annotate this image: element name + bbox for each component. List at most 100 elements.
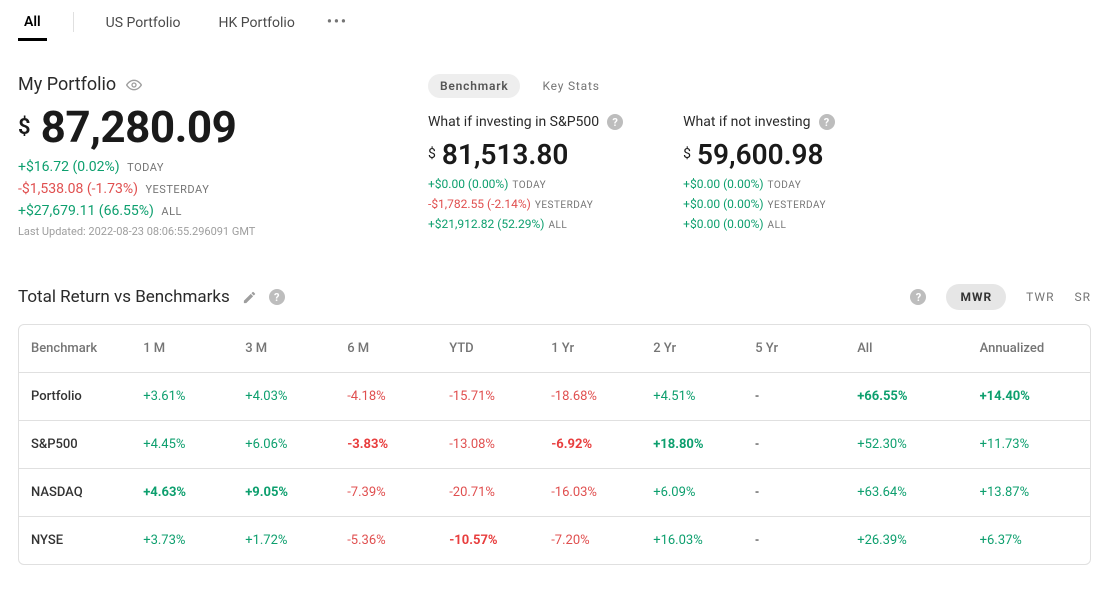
tab-hk-portfolio[interactable]: HK Portfolio <box>213 5 301 39</box>
chip-benchmark[interactable]: Benchmark <box>428 74 520 98</box>
toggle-sr[interactable]: SR <box>1074 290 1091 304</box>
cell-value: +63.64% <box>857 485 907 500</box>
cell-value: +4.03% <box>245 389 287 404</box>
returns-title: Total Return vs Benchmarks <box>18 287 230 307</box>
help-icon[interactable]: ? <box>607 114 623 130</box>
column-header: 1 M <box>131 325 233 373</box>
benchmark-question: What if not investing <box>683 114 810 130</box>
cell-value: +4.45% <box>143 437 185 452</box>
portfolio-summary: My Portfolio $ 87,280.09 +$16.72 (0.02%)… <box>18 74 378 238</box>
column-header: All <box>845 325 967 373</box>
cell-value: +4.63% <box>143 485 186 500</box>
cell-value: +3.73% <box>143 533 185 548</box>
column-header: Benchmark <box>19 325 131 373</box>
portfolio-tabs: All US Portfolio HK Portfolio ••• <box>18 0 1091 44</box>
delta-today-label: TODAY <box>127 161 164 174</box>
tab-us-portfolio[interactable]: US Portfolio <box>100 5 187 39</box>
help-icon[interactable]: ? <box>910 289 926 305</box>
delta-today-label: TODAY <box>512 180 546 191</box>
returns-table: Benchmark1 M3 M6 MYTD1 Yr2 Yr5 YrAllAnnu… <box>18 324 1091 565</box>
benchmark-card: What if investing in S&P500? $81,513.80 +$… <box>428 114 623 231</box>
visibility-toggle-icon[interactable] <box>126 77 142 93</box>
tab-all[interactable]: All <box>18 4 47 41</box>
cell-value: -5.36% <box>347 533 385 548</box>
cell-value: -4.18% <box>347 389 385 404</box>
delta-all: +$21,912.82 (52.29%) <box>428 217 544 231</box>
cell-value: +3.61% <box>143 389 185 404</box>
table-row: NASDAQ+4.63%+9.05%-7.39%-20.71%-16.03%+6… <box>19 469 1090 517</box>
tab-separator <box>73 12 74 32</box>
delta-all: +$0.00 (0.00%) <box>683 217 763 231</box>
delta-today: +$16.72 (0.02%) <box>18 159 120 175</box>
benchmark-card: What if not investing? $59,600.98 +$0.00 (… <box>683 114 834 231</box>
delta-today-label: TODAY <box>768 180 802 191</box>
cell-value: +1.72% <box>245 533 287 548</box>
cell-value: -13.08% <box>449 437 495 452</box>
cell-value: +13.87% <box>980 485 1030 500</box>
cell-value: -16.03% <box>551 485 597 500</box>
benchmark-value: 81,513.80 <box>442 138 569 171</box>
delta-yesterday: -$1,782.55 (-2.14%) <box>428 197 531 211</box>
cell-value: +9.05% <box>245 485 288 500</box>
cell-value: -6.92% <box>551 437 592 452</box>
cell-value: +4.51% <box>653 389 695 404</box>
table-row: NYSE +3.73% +1.72% -5.36% -10.57% -7.20% +16.0… <box>19 517 1090 565</box>
portfolio-value: 87,280.09 <box>41 101 237 153</box>
help-icon[interactable]: ? <box>819 114 835 130</box>
cell-value: -20.71% <box>449 485 495 500</box>
cell-value: - <box>755 437 759 452</box>
cell-value: - <box>755 533 759 548</box>
row-name: NYSE <box>19 517 131 565</box>
delta-yesterday-label: YESTERDAY <box>145 183 209 196</box>
row-name: Portfolio <box>19 373 131 421</box>
column-header: YTD <box>437 325 539 373</box>
last-updated: Last Updated: 2022-08-23 08:06:55.296091… <box>18 225 378 238</box>
delta-yesterday: +$0.00 (0.00%) <box>683 197 763 211</box>
delta-yesterday-label: YESTERDAY <box>535 200 593 211</box>
delta-today: +$0.00 (0.00%) <box>683 177 763 191</box>
delta-yesterday: -$1,538.08 (-1.73%) <box>18 181 138 197</box>
column-header: 1 Yr <box>539 325 641 373</box>
cell-value: - <box>755 485 759 500</box>
cell-value: +14.40% <box>980 389 1030 404</box>
benchmark-panel: Benchmark Key Stats What if investing in… <box>428 74 1091 231</box>
cell-value: +26.39% <box>857 533 907 548</box>
cell-value: +16.03% <box>653 533 703 548</box>
cell-value: +18.80% <box>653 437 703 452</box>
table-row: S&P500 +4.45% +6.06% -3.83% -13.08% -6.92% +18… <box>19 421 1090 469</box>
currency-symbol: $ <box>428 146 436 162</box>
cell-value: -3.83% <box>347 437 388 452</box>
column-header: Annualized <box>968 325 1090 373</box>
cell-value: +6.09% <box>653 485 695 500</box>
more-tabs-icon[interactable]: ••• <box>327 14 348 30</box>
cell-value: -7.20% <box>551 533 589 548</box>
cell-value: - <box>755 389 759 404</box>
cell-value: +6.06% <box>245 437 287 452</box>
column-header: 3 M <box>233 325 335 373</box>
help-icon[interactable]: ? <box>269 289 285 305</box>
delta-all-label: ALL <box>548 220 567 231</box>
row-name: S&P500 <box>19 421 131 469</box>
delta-yesterday-label: YESTERDAY <box>768 200 826 211</box>
toggle-twr[interactable]: TWR <box>1026 290 1054 304</box>
table-row: Portfolio +3.61% +4.03% -4.18% -15.71% -18.68… <box>19 373 1090 421</box>
delta-today: +$0.00 (0.00%) <box>428 177 508 191</box>
cell-value: -18.68% <box>551 389 597 404</box>
edit-icon[interactable] <box>242 290 257 305</box>
delta-all: +$27,679.11 (66.55%) <box>18 203 154 219</box>
currency-symbol: $ <box>683 146 691 162</box>
cell-value: -15.71% <box>449 389 495 404</box>
chip-key-stats[interactable]: Key Stats <box>542 79 599 93</box>
cell-value: +52.30% <box>857 437 907 452</box>
toggle-mwr[interactable]: MWR <box>946 284 1006 310</box>
cell-value: -10.57% <box>449 533 497 548</box>
currency-symbol: $ <box>18 115 31 140</box>
column-header: 5 Yr <box>743 325 845 373</box>
column-header: 2 Yr <box>641 325 743 373</box>
cell-value: +6.37% <box>980 533 1022 548</box>
column-header: 6 M <box>335 325 437 373</box>
benchmark-question: What if investing in S&P500 <box>428 114 599 130</box>
benchmark-value: 59,600.98 <box>697 138 824 171</box>
cell-value: +11.73% <box>980 437 1030 452</box>
delta-all-label: ALL <box>768 220 787 231</box>
